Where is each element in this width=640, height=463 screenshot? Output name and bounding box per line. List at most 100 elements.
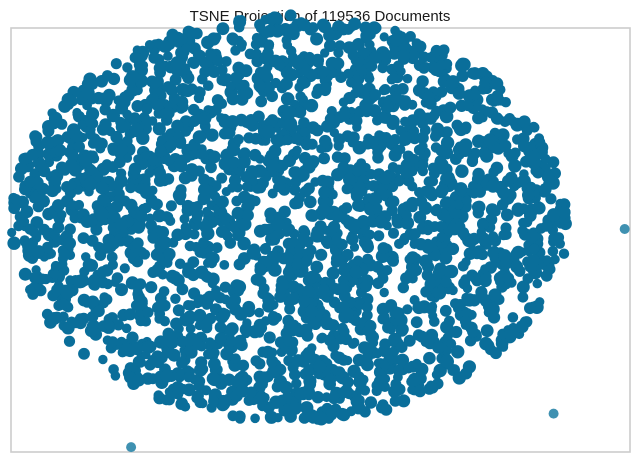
document-point — [152, 356, 164, 369]
document-point — [180, 401, 191, 412]
document-point — [490, 77, 504, 91]
document-point — [292, 58, 304, 70]
document-point — [265, 159, 280, 173]
document-point — [319, 134, 332, 148]
document-point — [174, 258, 186, 270]
document-point — [387, 195, 400, 208]
document-point — [61, 92, 75, 107]
document-point — [50, 260, 62, 272]
document-point — [508, 159, 522, 173]
document-point — [498, 342, 509, 352]
document-point — [368, 337, 379, 348]
document-point — [245, 165, 258, 178]
document-point — [480, 324, 494, 338]
document-point — [165, 139, 177, 152]
document-point — [284, 303, 296, 315]
document-point — [487, 311, 501, 324]
document-point — [345, 77, 356, 88]
document-point — [38, 223, 50, 236]
document-point — [361, 352, 373, 365]
document-point — [428, 168, 440, 180]
document-point — [244, 48, 256, 60]
document-point — [557, 205, 571, 219]
document-point — [490, 112, 504, 125]
document-point — [144, 167, 155, 178]
document-point — [300, 138, 313, 151]
document-point — [178, 171, 192, 185]
document-point — [207, 65, 221, 79]
document-point — [94, 242, 106, 253]
document-point — [255, 23, 266, 34]
document-point — [427, 301, 438, 312]
document-point — [290, 166, 302, 177]
document-point — [466, 237, 477, 248]
document-point — [462, 360, 476, 374]
document-point — [211, 94, 224, 107]
document-point — [267, 311, 279, 322]
document-point — [194, 246, 207, 258]
document-point — [503, 148, 514, 159]
document-point — [256, 394, 269, 407]
document-point — [318, 152, 330, 165]
document-point — [233, 285, 244, 297]
document-point — [10, 194, 22, 205]
document-point — [116, 143, 129, 156]
document-point — [287, 23, 299, 36]
document-point — [471, 248, 483, 260]
document-point — [289, 368, 301, 381]
document-point — [65, 275, 75, 285]
document-point — [389, 134, 401, 146]
document-point — [334, 40, 346, 51]
document-point — [408, 372, 422, 387]
document-point — [450, 325, 463, 339]
document-point — [163, 51, 173, 61]
document-point — [255, 182, 267, 194]
document-point — [498, 249, 512, 263]
document-point — [124, 308, 137, 321]
document-point — [547, 208, 561, 222]
document-point — [350, 187, 362, 199]
document-point — [532, 278, 543, 289]
document-point — [324, 113, 336, 125]
document-point — [330, 350, 341, 361]
document-point — [199, 114, 210, 125]
document-point — [318, 283, 330, 296]
document-point — [119, 263, 130, 274]
document-point — [197, 73, 208, 85]
document-point — [423, 351, 436, 365]
document-point — [19, 216, 30, 227]
document-point — [198, 173, 211, 186]
document-point — [500, 222, 512, 234]
document-point — [393, 372, 403, 383]
document-point — [156, 135, 167, 145]
document-point — [40, 196, 50, 206]
document-point — [183, 300, 194, 311]
document-point — [125, 70, 140, 84]
document-point — [169, 73, 182, 86]
document-point — [248, 148, 262, 162]
document-point — [431, 369, 442, 380]
document-point — [208, 395, 219, 407]
document-point — [550, 254, 560, 265]
document-point — [314, 220, 327, 233]
document-point — [85, 215, 98, 228]
document-point — [304, 98, 319, 113]
document-point — [318, 186, 331, 199]
document-point — [347, 338, 358, 349]
document-point — [187, 268, 200, 282]
document-point — [173, 157, 187, 171]
document-point — [338, 354, 350, 366]
document-point — [230, 71, 243, 85]
document-point — [529, 150, 540, 161]
document-point — [352, 199, 365, 212]
document-point — [194, 86, 204, 96]
document-point — [237, 218, 249, 230]
document-point — [180, 125, 192, 137]
document-point — [435, 144, 448, 157]
outlier-point — [548, 408, 559, 419]
document-point — [20, 205, 34, 219]
document-point — [341, 130, 354, 143]
document-point — [377, 62, 389, 74]
document-point — [217, 207, 228, 218]
document-point — [353, 255, 363, 266]
